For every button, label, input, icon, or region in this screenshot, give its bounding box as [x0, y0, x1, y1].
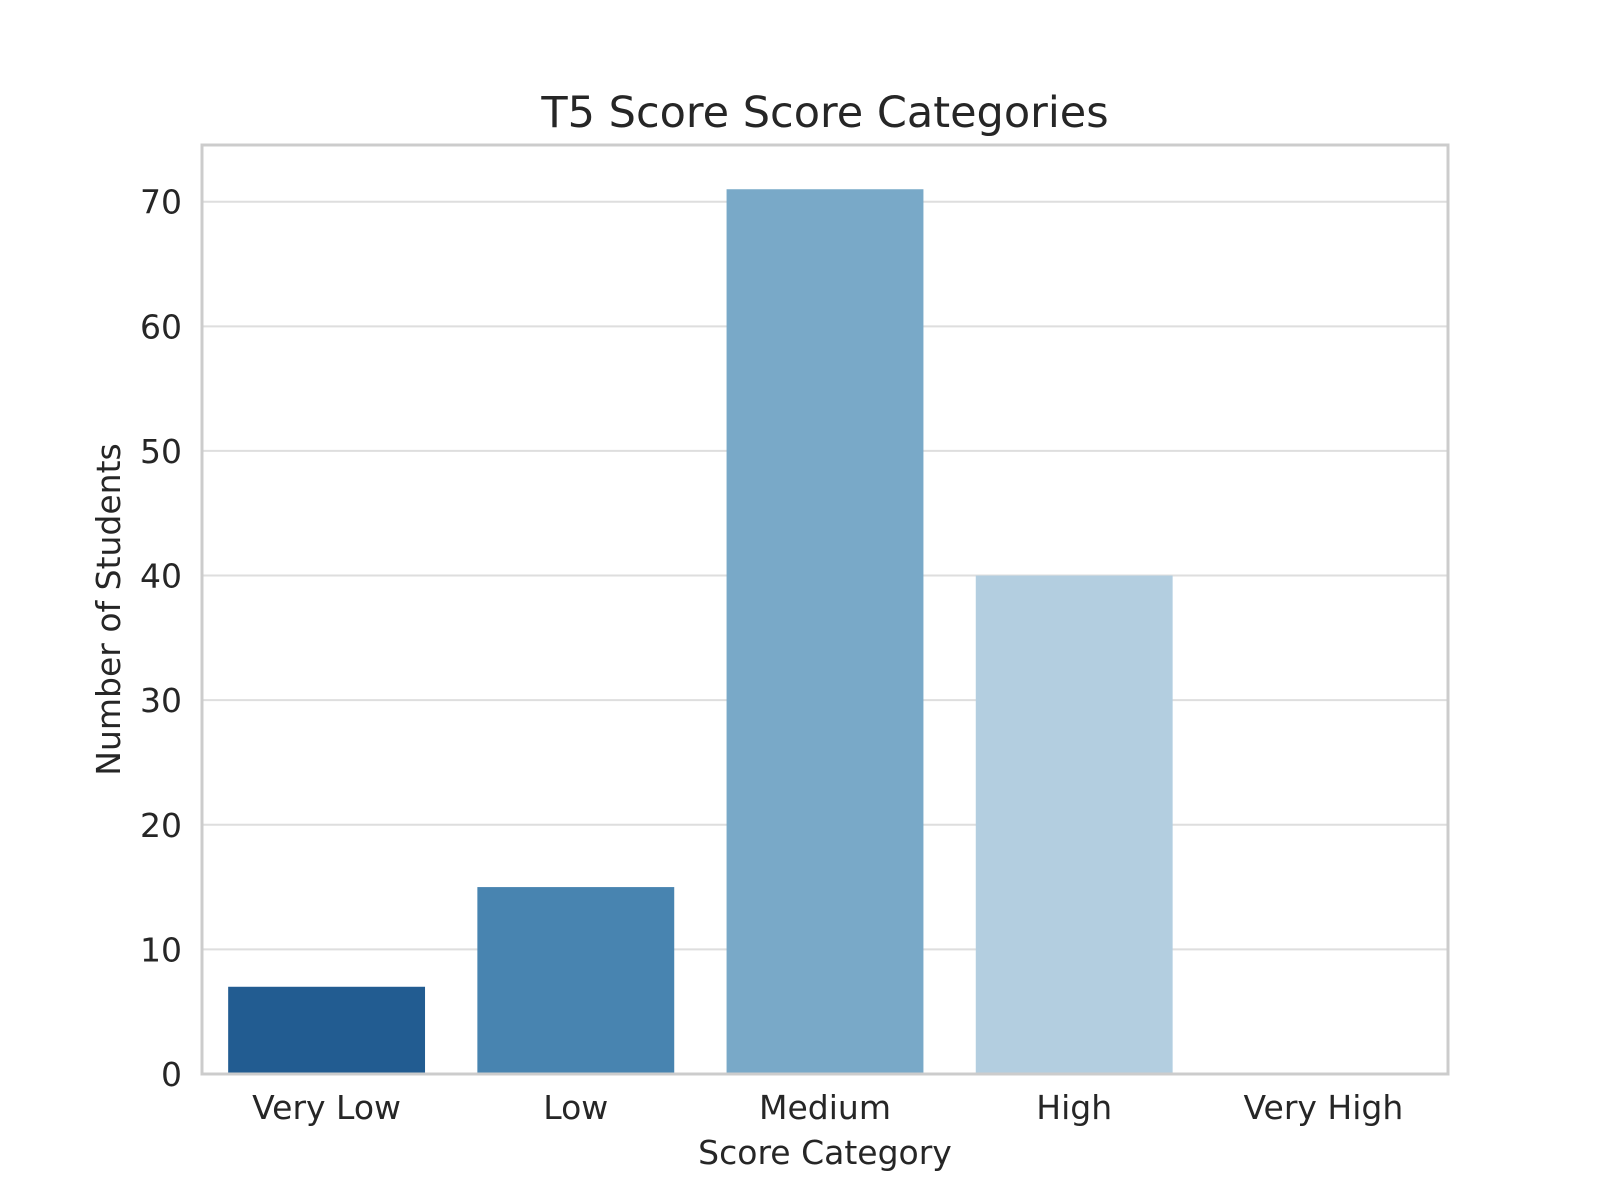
y-tick-label: 60: [140, 307, 182, 346]
x-tick-label: Very Low: [252, 1088, 401, 1127]
bar-low: [477, 887, 675, 1074]
x-tick-label: Medium: [759, 1088, 891, 1127]
bar-very-low: [228, 986, 426, 1074]
y-tick-label: 50: [140, 432, 182, 471]
bar-medium: [726, 189, 924, 1074]
x-tick-label: Very High: [1244, 1088, 1404, 1127]
x-axis-ticks: Very Low Low Medium High Very High: [252, 1088, 1403, 1127]
chart-title: T5 Score Score Categories: [540, 88, 1108, 138]
x-tick-label: Low: [543, 1088, 608, 1127]
bar-high: [975, 575, 1173, 1074]
y-tick-label: 0: [161, 1055, 182, 1094]
x-axis-label: Score Category: [698, 1133, 952, 1172]
x-tick-label: High: [1036, 1088, 1112, 1127]
y-axis-label: Number of Students: [89, 443, 128, 775]
plot-frame: [200, 143, 1450, 1076]
y-tick-label: 10: [140, 930, 182, 969]
y-tick-label: 30: [140, 681, 182, 720]
y-axis-ticks: 0 10 20 30 40 50 60 70: [140, 183, 182, 1094]
y-tick-label: 40: [140, 557, 182, 596]
bars: [228, 189, 1173, 1074]
y-tick-label: 20: [140, 806, 182, 845]
y-tick-label: 70: [140, 183, 182, 222]
